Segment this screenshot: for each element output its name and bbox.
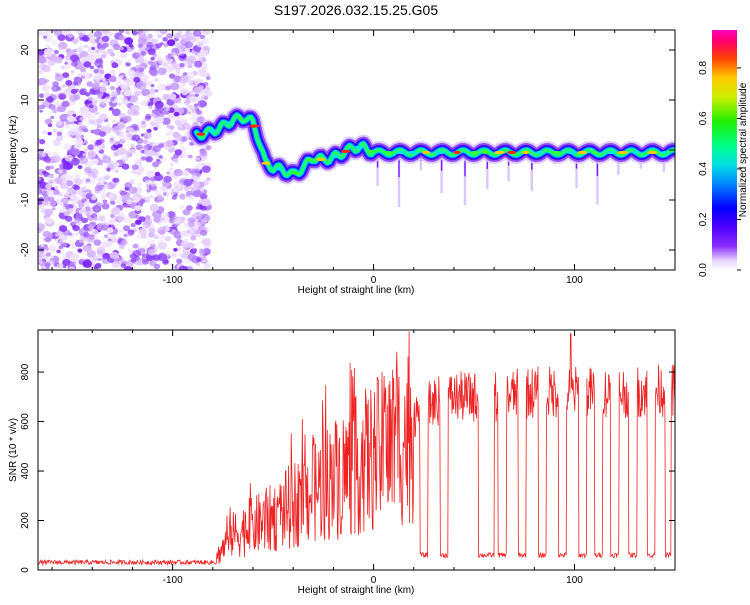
colorbar-tick-label: 0.2 [698,212,709,226]
y-tick-label: 10 [20,94,31,106]
x-tick-label: 100 [566,275,583,286]
ridge-band [187,106,675,185]
snr-frame [37,329,676,571]
spectrogram-xlabel: Height of straight line (km) [298,285,415,296]
x-tick-label: 0 [371,275,377,286]
y-tick-label: 0 [20,147,31,153]
noise-speckles [38,30,213,270]
colorbar-tick-label: 0.0 [698,263,709,277]
colorbar-gradient [712,30,737,270]
x-tick-label: -100 [163,575,183,586]
x-tick-label: -100 [163,275,183,286]
x-tick-label: 0 [371,575,377,586]
ridge-hotspots [196,116,668,175]
snr-axes: -100 0 100 0 200 400 600 800 [20,330,675,586]
x-tick-label: 100 [566,575,583,586]
y-tick-label: 0 [20,567,31,573]
y-tick-label: -20 [20,242,31,257]
colorbar-label: Normalized spectral amplitude [738,82,749,217]
y-tick-label: 20 [20,44,31,56]
colorbar-ticks: 0.0 0.2 0.4 0.6 0.8 [698,61,741,277]
colorbar-tick-label: 0.8 [698,61,709,75]
colorbar: 0.0 0.2 0.4 0.6 0.8 Normalized spectral ampl… [698,30,749,277]
y-tick-label: 800 [20,363,31,380]
y-tick-label: 200 [20,512,31,529]
spectrogram-ylabel: Frequency (Hz) [8,116,19,185]
colorbar-tick-label: 0.6 [698,111,709,125]
y-tick-label: 600 [20,413,31,430]
figure-title: S197.2026.032.15.25.G05 [274,2,438,18]
colorbar-tick-label: 0.4 [698,162,709,176]
snr-panel: -100 0 100 0 200 400 600 800 Height of straight… [8,329,676,596]
snr-xlabel: Height of straight line (km) [298,585,415,596]
snr-ylabel: SNR (10 * v/v) [8,418,19,482]
y-tick-label: -10 [20,192,31,207]
y-tick-label: 400 [20,462,31,479]
snr-series-line [38,331,675,567]
spectrogram-heatmap [38,30,675,270]
